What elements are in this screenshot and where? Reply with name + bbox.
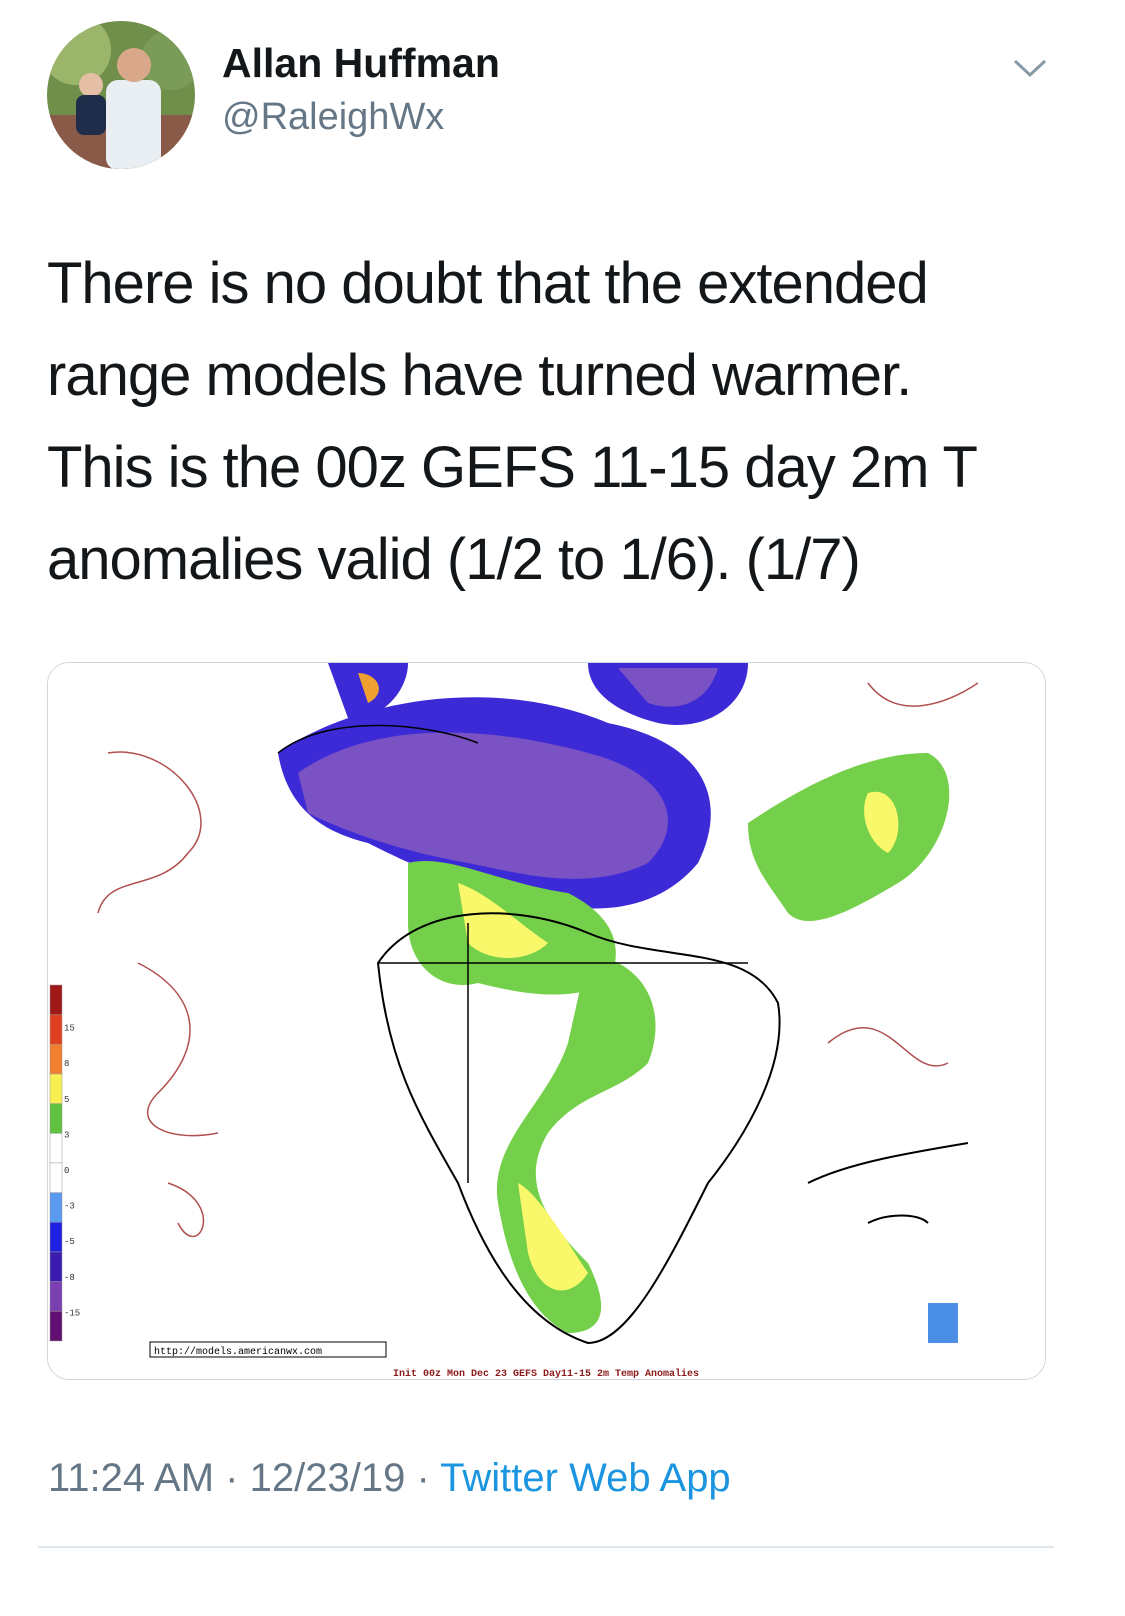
legend-label: 15 [64, 1024, 75, 1034]
legend-swatch [49, 1073, 63, 1104]
legend-label: -3 [64, 1202, 75, 1212]
legend-label: -15 [64, 1308, 80, 1318]
legend-swatch [49, 1222, 63, 1253]
tweet-date: 12/23/19 [249, 1456, 406, 1500]
avatar[interactable] [46, 20, 196, 170]
temperature-map: http://models.americanwx.com Init 00z Mo… [48, 663, 1045, 1379]
legend-swatch [49, 984, 63, 1015]
legend-swatch [49, 1311, 63, 1342]
legend-swatch [49, 1281, 63, 1312]
tweet-line: anomalies valid (1/2 to 1/6). (1/7) [47, 527, 861, 592]
author-handle[interactable]: @RaleighWx [222, 96, 445, 138]
legend-label: -5 [64, 1237, 75, 1247]
legend-label: -8 [64, 1273, 75, 1283]
separator: · [416, 1456, 430, 1500]
author-name[interactable]: Allan Huffman [222, 40, 500, 86]
image-url: http://models.americanwx.com [154, 1346, 322, 1358]
divider [38, 1546, 1054, 1548]
separator: · [225, 1456, 239, 1500]
legend-swatch [49, 1162, 63, 1193]
tweet-line: range models have turned warmer. [47, 343, 912, 408]
legend-label: 8 [64, 1059, 69, 1069]
tweet-line: This is the 00z GEFS 11-15 day 2m T [47, 435, 978, 500]
tweet-text: There is no doubt that the extended range… [47, 238, 978, 606]
tweet-line: There is no doubt that the extended [47, 251, 929, 316]
legend-label: 5 [64, 1095, 69, 1105]
legend-label: 3 [64, 1130, 69, 1140]
tweet-time: 11:24 AM [48, 1456, 215, 1500]
more-menu[interactable] [1012, 56, 1048, 80]
legend-swatch [49, 1103, 63, 1134]
image-caption: Init 00z Mon Dec 23 GEFS Day11-15 2m Tem… [393, 1368, 699, 1379]
tweet-meta: 11:24 AM · 12/23/19 · Twitter Web App [48, 1456, 731, 1501]
legend-swatch [49, 1251, 63, 1282]
legend-swatch [49, 1192, 63, 1223]
tweet-image[interactable]: http://models.americanwx.com Init 00z Mo… [47, 662, 1046, 1380]
legend-swatch [49, 1133, 63, 1164]
legend-swatch [49, 1044, 63, 1075]
tweet-source[interactable]: Twitter Web App [440, 1456, 731, 1500]
legend-label: 0 [64, 1166, 69, 1176]
legend-swatch [49, 1014, 63, 1045]
